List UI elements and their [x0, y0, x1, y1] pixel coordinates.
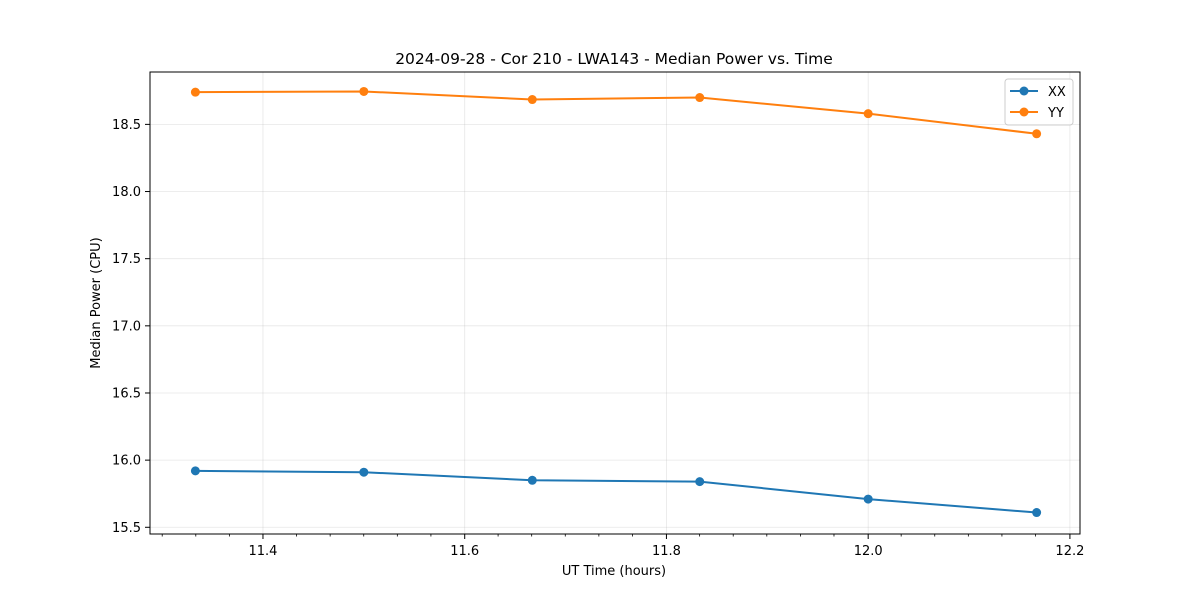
data-point-xx: [1032, 508, 1042, 518]
data-point-xx: [190, 466, 200, 476]
y-tick-label: 17.0: [112, 319, 141, 334]
data-point-xx: [359, 467, 369, 477]
y-tick-label: 17.5: [112, 252, 141, 267]
y-tick-label: 18.5: [112, 118, 141, 133]
data-point-xx: [695, 477, 705, 487]
x-tick-label: 11.6: [450, 544, 479, 559]
x-tick-label: 11.4: [248, 544, 277, 559]
chart-title: 2024-09-28 - Cor 210 - LWA143 - Median P…: [395, 50, 833, 68]
axes: 11.4 11.6 11.8 12.0 12.2 15.5 16.0 16.5 17.0 17.5…: [112, 118, 1084, 559]
legend-label-yy: YY: [1047, 106, 1064, 121]
x-tick-label: 12.0: [854, 544, 883, 559]
x-axis-title: UT Time (hours): [562, 564, 666, 579]
y-tick-label: 16.0: [112, 454, 141, 469]
data-point-yy: [695, 93, 705, 103]
y-tick-label: 16.5: [112, 386, 141, 401]
data-point-yy: [190, 87, 200, 97]
data-point-xx: [863, 494, 873, 504]
x-tick-label: 12.2: [1055, 544, 1084, 559]
legend: XX YY: [1004, 78, 1074, 126]
legend-label-xx: XX: [1048, 85, 1066, 100]
series-line-yy: [195, 90, 1037, 135]
y-tick-label: 18.0: [112, 185, 141, 200]
data-point-yy: [527, 95, 537, 105]
series-line-xx: [195, 469, 1037, 514]
legend-marker-yy: [1019, 107, 1029, 117]
legend-marker-xx: [1019, 86, 1029, 96]
grid-lines: [150, 72, 1080, 534]
x-tick-label: 11.8: [652, 544, 681, 559]
data-point-yy: [1032, 129, 1042, 139]
series-layer: [190, 86, 1042, 518]
y-axis-title: Median Power (CPU): [89, 237, 104, 368]
plot-frame: [149, 71, 1081, 535]
data-point-xx: [527, 475, 537, 485]
data-point-yy: [359, 86, 369, 96]
data-point-yy: [863, 109, 873, 119]
y-tick-label: 15.5: [112, 521, 141, 536]
